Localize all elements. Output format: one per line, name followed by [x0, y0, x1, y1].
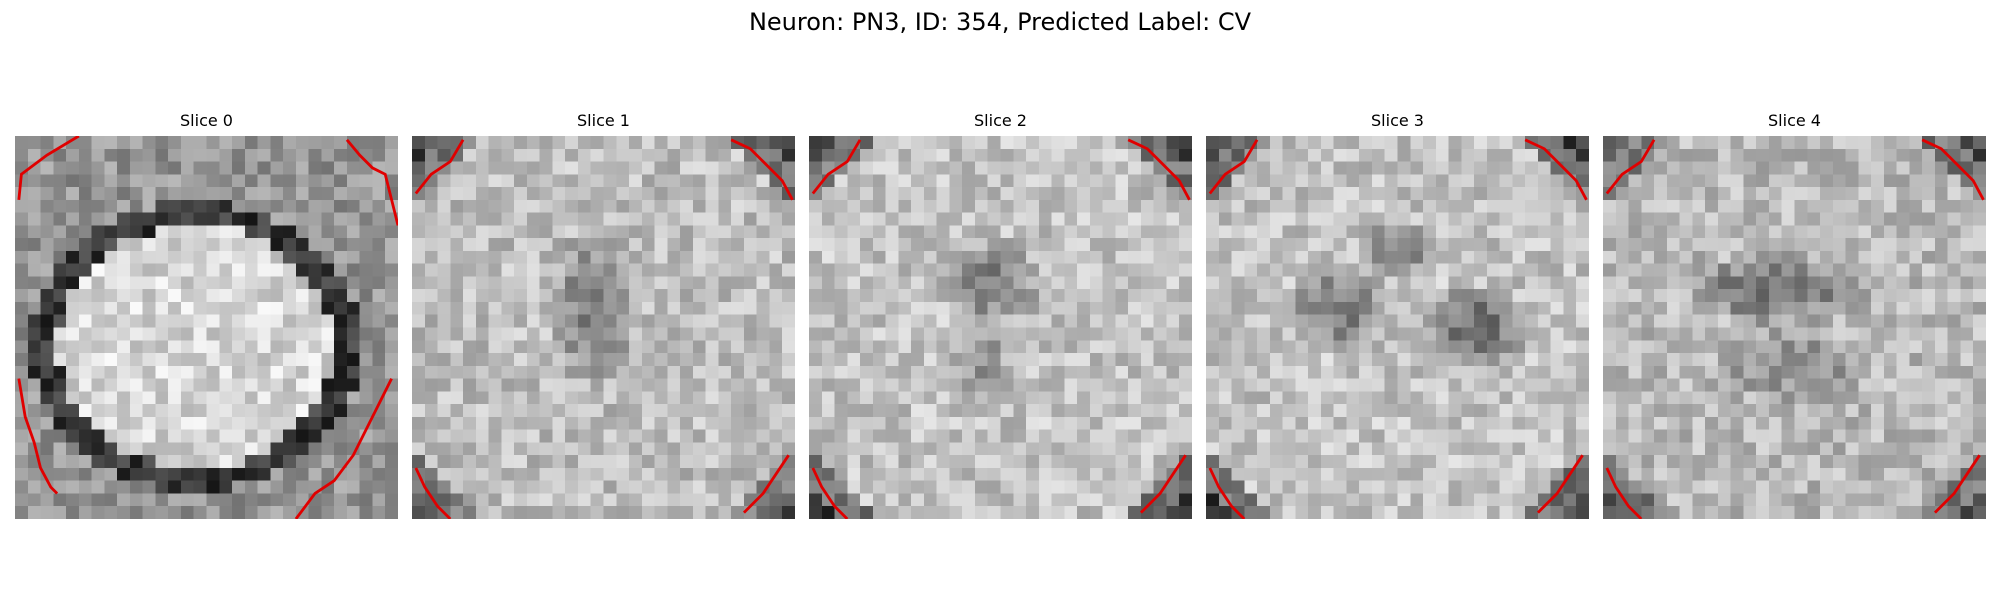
contour-line — [1127, 138, 1191, 201]
contour-line — [294, 377, 393, 519]
contour-line — [1208, 467, 1246, 519]
contour-line — [1524, 138, 1588, 201]
slice-panel-1: Slice 1 — [412, 110, 795, 519]
contour-line — [1605, 467, 1643, 519]
slice-title: Slice 1 — [577, 111, 630, 130]
contour-line — [811, 139, 862, 195]
contour-line — [1208, 139, 1259, 195]
contour-line — [17, 378, 59, 495]
slice-image — [809, 136, 1192, 519]
contour-line — [742, 454, 790, 514]
contour-line — [17, 136, 80, 200]
slice-image — [412, 136, 795, 519]
contour-line — [1536, 454, 1584, 514]
contour-line — [730, 138, 794, 201]
slice-title: Slice 3 — [1371, 111, 1424, 130]
slice-panel-0: Slice 0 — [15, 110, 398, 519]
contour-line — [345, 138, 398, 226]
slice-title: Slice 0 — [180, 111, 233, 130]
contour-line — [414, 467, 452, 519]
contour-line — [811, 467, 849, 519]
slice-image — [1206, 136, 1589, 519]
contour-line — [1921, 138, 1985, 201]
slice-image — [1603, 136, 1986, 519]
figure-title: Neuron: PN3, ID: 354, Predicted Label: C… — [748, 8, 1252, 36]
contour-line — [1139, 454, 1187, 514]
slice-panel-2: Slice 2 — [809, 110, 1192, 519]
slice-panel-3: Slice 3 — [1206, 110, 1589, 519]
contour-line — [1605, 139, 1656, 195]
slice-title: Slice 2 — [974, 111, 1027, 130]
slice-image — [15, 136, 398, 519]
slice-panel-4: Slice 4 — [1603, 110, 1986, 519]
contour-line — [1933, 454, 1981, 514]
contour-line — [414, 139, 465, 195]
slice-title: Slice 4 — [1768, 111, 1821, 130]
